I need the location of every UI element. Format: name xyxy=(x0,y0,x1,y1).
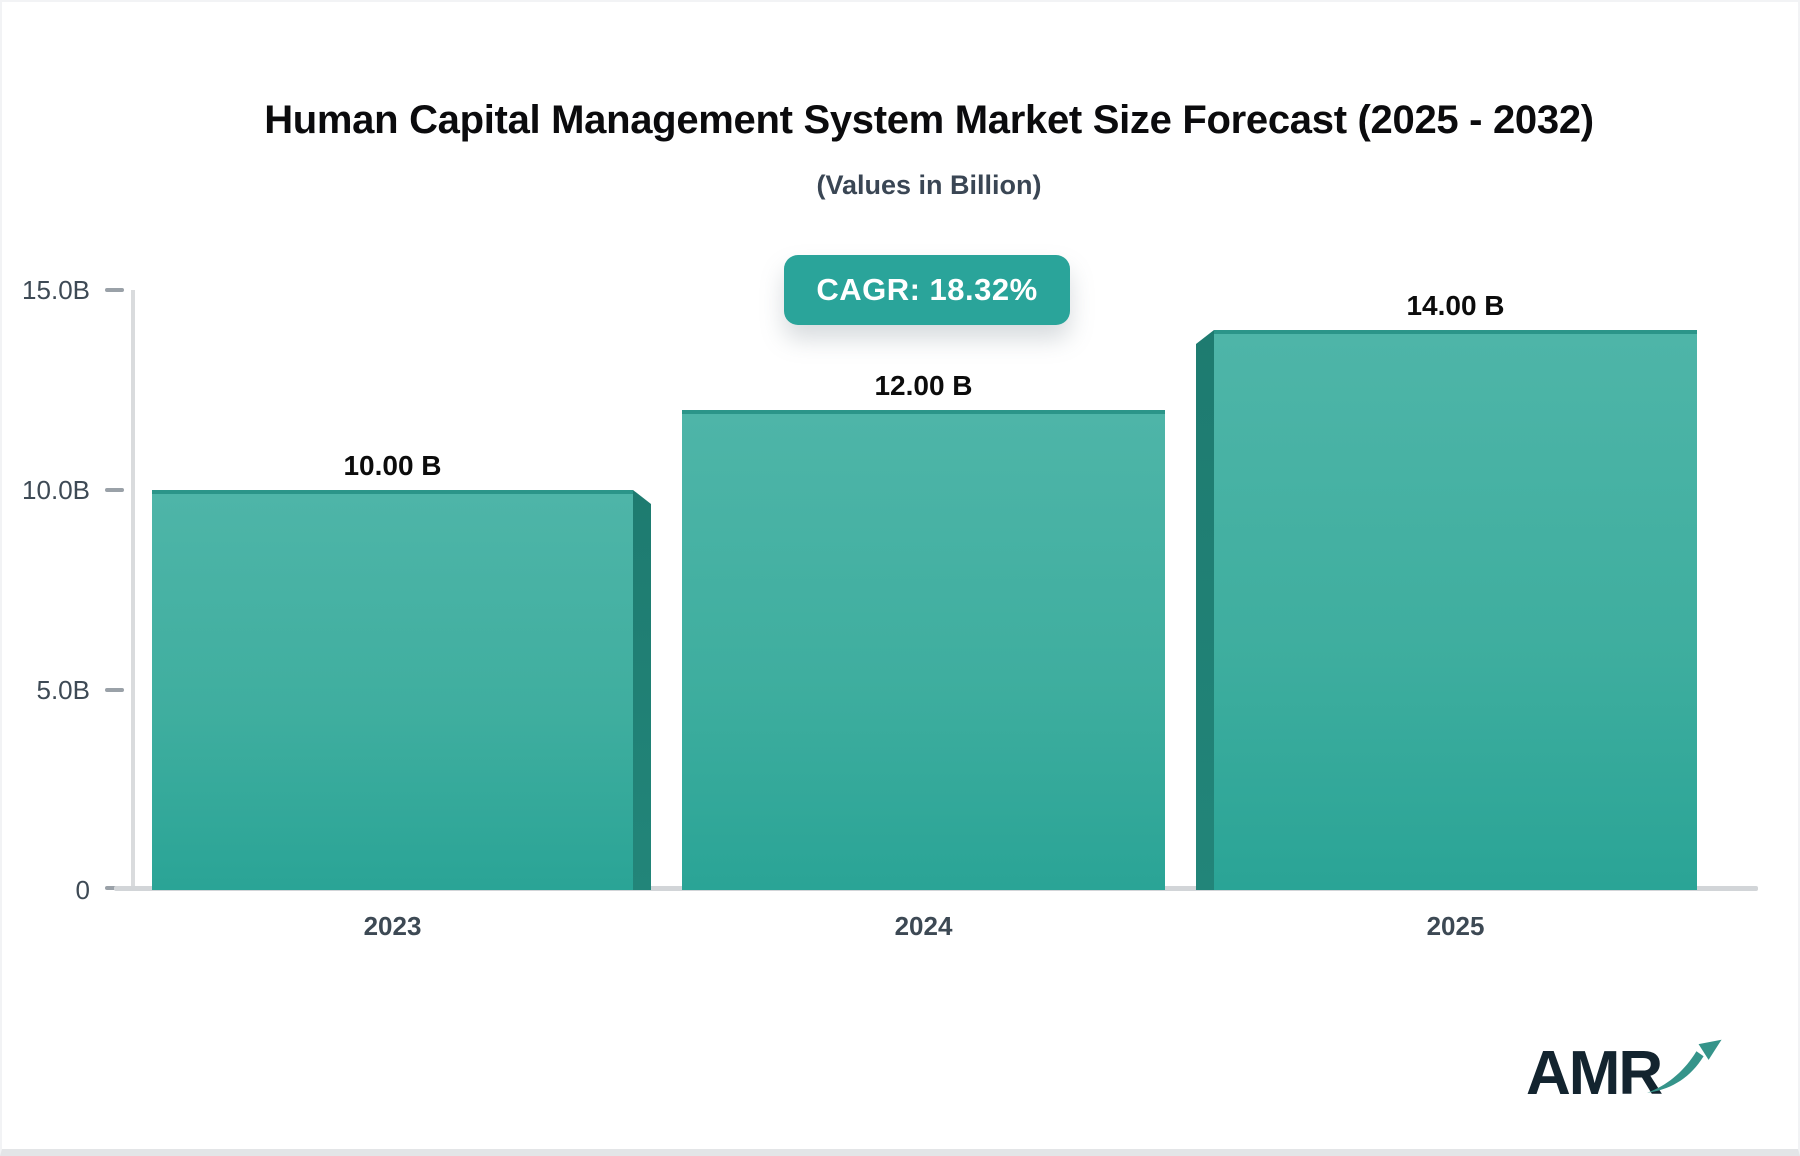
bar-side xyxy=(633,490,651,890)
amr-logo: AMR xyxy=(1526,1034,1726,1114)
chart-subtitle: (Values in Billion) xyxy=(816,170,1042,200)
y-tick-mark xyxy=(105,688,124,692)
bar-value-label: 12.00 B xyxy=(874,370,973,401)
bar-value-label: 10.00 B xyxy=(343,450,442,481)
bar-side xyxy=(1196,330,1214,890)
y-axis-line xyxy=(131,290,135,890)
y-tick-label: 10.0B xyxy=(22,475,90,505)
y-tick-mark xyxy=(105,488,124,492)
page-title: Human Capital Management System Market S… xyxy=(264,98,1594,142)
y-tick-label: 15.0B xyxy=(22,275,90,305)
x-tick-label: 2024 xyxy=(894,911,953,941)
y-tick-mark xyxy=(105,288,124,292)
bar-face xyxy=(152,490,633,890)
x-tick-label: 2023 xyxy=(363,911,422,941)
amr-logo-text: AMR xyxy=(1526,1039,1663,1108)
cagr-badge: CAGR: 18.32% xyxy=(784,255,1070,325)
y-tick-label: 0 xyxy=(75,875,90,905)
bar-value-label: 14.00 B xyxy=(1406,290,1505,321)
bar-face xyxy=(1214,330,1697,890)
growth-arrow-icon xyxy=(1647,1039,1722,1093)
y-tick-label: 5.0B xyxy=(36,675,91,705)
bar-face xyxy=(682,410,1165,890)
x-tick-label: 2025 xyxy=(1426,911,1485,941)
